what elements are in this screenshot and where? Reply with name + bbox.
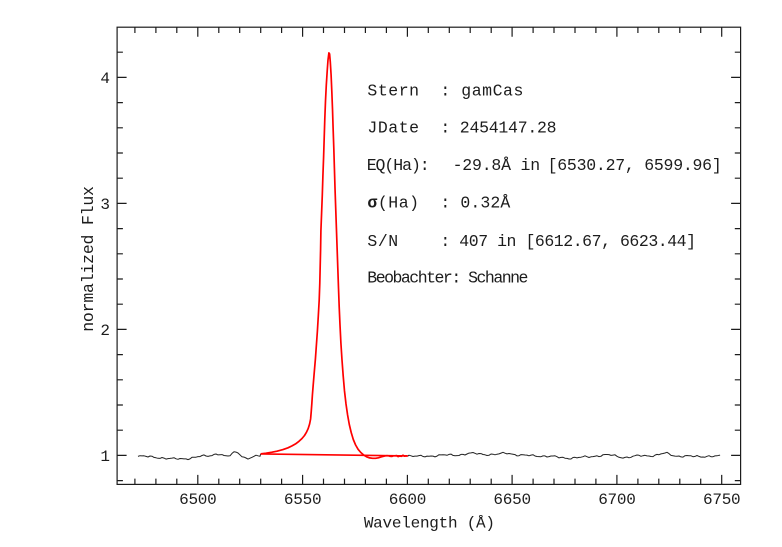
svg-text:: 407 in [6612.67, 6623.44]: : 407 in [6612.67, 6623.44] <box>440 232 695 251</box>
svg-text:: gamCas: : gamCas <box>440 81 524 100</box>
svg-text:6700: 6700 <box>598 491 635 509</box>
svg-text:6650: 6650 <box>493 491 530 509</box>
svg-text::: : <box>440 119 450 138</box>
svg-text:Beobachter: Schanne: Beobachter: Schanne <box>367 269 527 288</box>
svg-text:[6530.27, 6599.96]: [6530.27, 6599.96] <box>548 156 722 175</box>
svg-text:σ(Ha): σ(Ha) <box>367 193 419 212</box>
svg-text:2454147.28: 2454147.28 <box>460 119 557 138</box>
svg-text:2: 2 <box>100 322 109 340</box>
svg-text:6550: 6550 <box>284 491 321 509</box>
svg-text:-29.8Å in: -29.8Å in <box>453 156 540 175</box>
svg-text:6750: 6750 <box>703 491 740 509</box>
svg-text:: 0.32Å: : 0.32Å <box>440 193 510 212</box>
svg-text:EQ(Ha):: EQ(Ha): <box>367 156 429 175</box>
svg-text:JDate: JDate <box>367 119 419 138</box>
svg-text:3: 3 <box>100 196 109 214</box>
svg-text:S/N: S/N <box>367 232 398 251</box>
svg-text:6500: 6500 <box>179 491 216 509</box>
svg-text:4: 4 <box>100 70 109 88</box>
svg-text:Wavelength (Å): Wavelength (Å) <box>364 515 495 533</box>
svg-text:1: 1 <box>100 448 109 466</box>
svg-text:Stern: Stern <box>367 81 419 100</box>
svg-text:6600: 6600 <box>389 491 426 509</box>
svg-text:normalized Flux: normalized Flux <box>79 186 98 332</box>
